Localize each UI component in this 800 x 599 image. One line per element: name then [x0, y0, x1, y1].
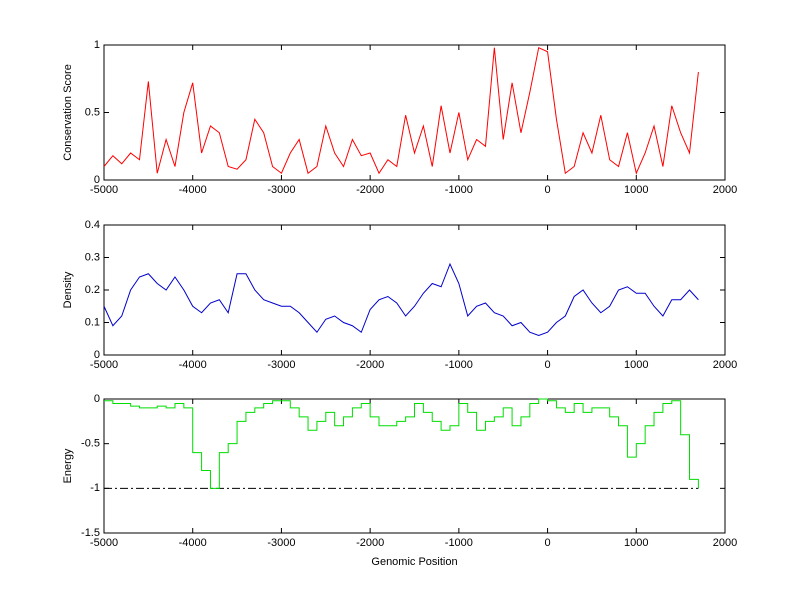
x-tick-label: -4000 — [179, 537, 207, 549]
data-line — [103, 262, 699, 337]
y-axis-label: Energy — [62, 448, 74, 483]
x-tick-label: 2000 — [713, 359, 737, 371]
y-tick-label: 0.4 — [85, 219, 100, 231]
x-tick-label: -4000 — [179, 359, 207, 371]
axes-box — [103, 224, 726, 356]
data-line — [103, 46, 699, 175]
y-tick-label: 0.1 — [85, 316, 100, 328]
axes-box — [103, 44, 726, 181]
x-tick-label: -4000 — [179, 184, 207, 196]
x-tick-label: 0 — [545, 184, 551, 196]
y-axis-label: Conservation Score — [62, 64, 74, 161]
x-tick-label: 1000 — [624, 184, 648, 196]
axes-box — [103, 398, 726, 534]
y-tick-label: 0.3 — [85, 251, 100, 263]
y-tick-label: -1.5 — [81, 527, 100, 539]
x-tick-label: 0 — [545, 359, 551, 371]
x-tick-label: 0 — [545, 537, 551, 549]
y-tick-label: 0 — [94, 174, 100, 186]
x-tick-label: 2000 — [713, 184, 737, 196]
x-tick-label: -3000 — [267, 359, 295, 371]
x-tick-label: -2000 — [356, 537, 384, 549]
y-axis-label: Density — [62, 271, 74, 308]
x-tick-label: -1000 — [445, 184, 473, 196]
x-tick-label: -1000 — [445, 537, 473, 549]
x-tick-label: -5000 — [90, 184, 118, 196]
x-tick-label: -3000 — [267, 184, 295, 196]
x-tick-label: 1000 — [624, 537, 648, 549]
y-tick-label: 0.2 — [85, 284, 100, 296]
x-tick-label: -1000 — [445, 359, 473, 371]
x-axis-label: Genomic Position — [371, 556, 457, 568]
y-tick-label: -1 — [90, 482, 100, 494]
y-tick-label: 0 — [94, 349, 100, 361]
y-tick-label: 0 — [94, 393, 100, 405]
x-tick-label: 2000 — [713, 537, 737, 549]
y-tick-label: -0.5 — [81, 438, 100, 450]
y-tick-label: 1 — [94, 39, 100, 51]
x-tick-label: -5000 — [90, 537, 118, 549]
data-line — [104, 398, 699, 489]
x-tick-label: 1000 — [624, 359, 648, 371]
x-tick-label: -2000 — [356, 359, 384, 371]
x-tick-label: -5000 — [90, 359, 118, 371]
y-tick-label: 0.5 — [85, 106, 100, 118]
x-tick-label: -2000 — [356, 184, 384, 196]
x-tick-label: -3000 — [267, 537, 295, 549]
